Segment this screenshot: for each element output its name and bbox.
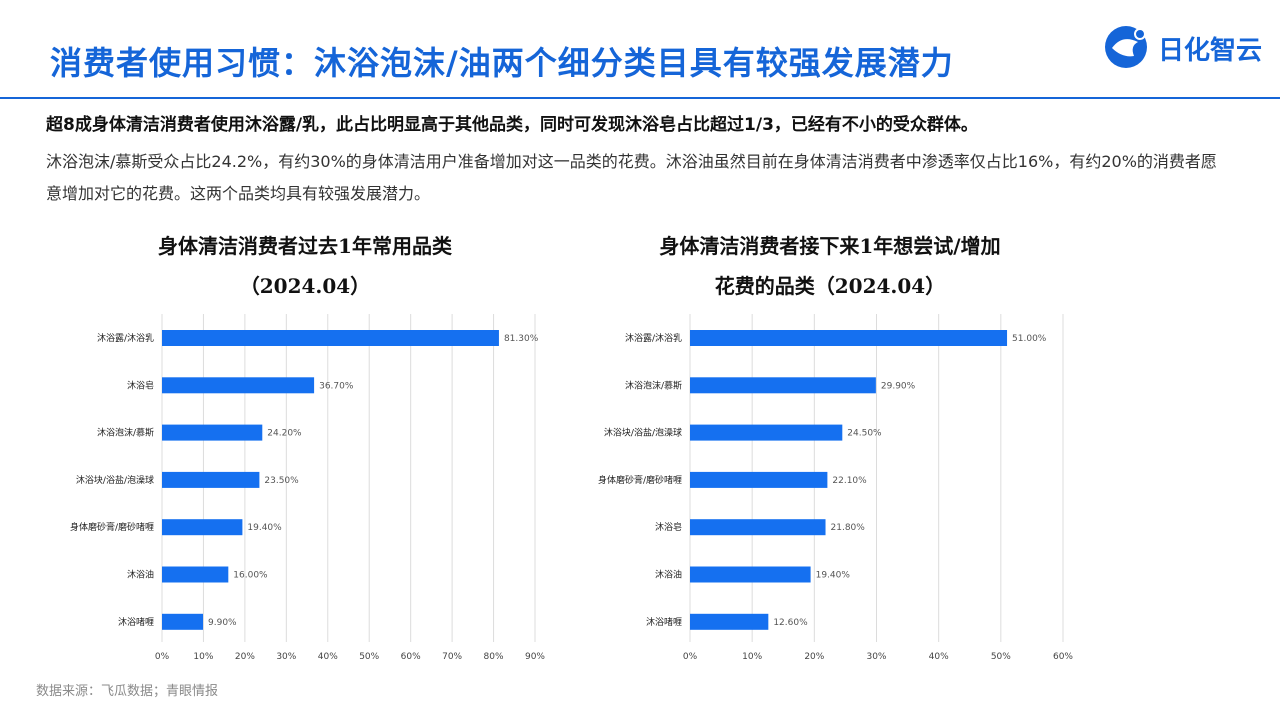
value-label: 23.50% bbox=[264, 476, 299, 486]
bar bbox=[690, 377, 876, 394]
category-label: 沐浴皂 bbox=[655, 521, 682, 533]
x-tick-label: 10% bbox=[742, 652, 762, 662]
bar bbox=[690, 566, 811, 583]
chart-1-title: 身体清洁消费者过去1年常用品类 （2024.04） bbox=[100, 226, 510, 306]
chart-2-title-line1: 身体清洁消费者接下来1年想尝试/增加 bbox=[659, 234, 1001, 258]
value-label: 21.80% bbox=[831, 523, 866, 533]
x-tick-label: 70% bbox=[442, 652, 462, 662]
category-label: 沐浴皂 bbox=[127, 379, 154, 391]
bar bbox=[690, 519, 826, 536]
bar bbox=[690, 424, 843, 441]
value-label: 51.00% bbox=[1012, 334, 1047, 344]
category-label: 身体磨砂膏/磨砂啫喱 bbox=[598, 474, 682, 486]
chart-1-title-line1: 身体清洁消费者过去1年常用品类 bbox=[158, 234, 452, 258]
category-label: 沐浴露/沐浴乳 bbox=[97, 332, 154, 344]
x-tick-label: 40% bbox=[318, 652, 338, 662]
category-label: 身体磨砂膏/磨砂啫喱 bbox=[70, 521, 154, 533]
x-tick-label: 60% bbox=[1053, 652, 1073, 662]
value-label: 36.70% bbox=[319, 381, 354, 391]
category-label: 沐浴啫喱 bbox=[118, 616, 154, 628]
category-label: 沐浴油 bbox=[655, 569, 682, 581]
bar bbox=[690, 330, 1008, 346]
brand-logo-icon bbox=[1105, 26, 1147, 68]
body-text: 沐浴泡沫/慕斯受众占比24.2%，有约30%的身体清洁用户准备增加对这一品类的花… bbox=[46, 152, 1217, 203]
value-label: 12.60% bbox=[773, 618, 808, 628]
bar bbox=[162, 613, 204, 630]
data-source: 数据来源：飞瓜数据；青眼情报 bbox=[36, 684, 219, 699]
chart-2-title: 身体清洁消费者接下来1年想尝试/增加 花费的品类（2024.04） bbox=[610, 226, 1050, 306]
page-title: 消费者使用习惯：沐浴泡沫/油两个细分类目具有较强发展潜力 bbox=[50, 44, 954, 82]
x-tick-label: 50% bbox=[991, 652, 1011, 662]
value-label: 16.00% bbox=[233, 571, 268, 581]
x-tick-label: 40% bbox=[929, 652, 949, 662]
x-tick-label: 20% bbox=[235, 652, 255, 662]
x-tick-label: 30% bbox=[276, 652, 296, 662]
x-tick-label: 10% bbox=[193, 652, 213, 662]
value-label: 81.30% bbox=[504, 334, 539, 344]
value-label: 24.20% bbox=[267, 429, 302, 439]
category-label: 沐浴块/浴盐/泡澡球 bbox=[76, 474, 154, 486]
x-tick-label: 60% bbox=[401, 652, 421, 662]
x-tick-label: 0% bbox=[683, 652, 698, 662]
x-tick-label: 20% bbox=[804, 652, 824, 662]
chart-1-usage: 0% 10% 20% 30% 40% 50% 60% 70% 80% 90% 沐浴露/沐浴乳 81.3… bbox=[70, 314, 545, 662]
x-tick-label: 90% bbox=[525, 652, 545, 662]
header-divider bbox=[0, 97, 1280, 99]
lead-text: 超8成身体清洁消费者使用沐浴露/乳，此占比明显高于其他品类，同时可发现沐浴皂占比… bbox=[46, 115, 978, 135]
value-label: 29.90% bbox=[881, 381, 916, 391]
bar bbox=[162, 471, 260, 488]
bar bbox=[162, 519, 243, 536]
bar bbox=[162, 330, 499, 346]
category-label: 沐浴露/沐浴乳 bbox=[625, 332, 682, 344]
x-tick-label: 30% bbox=[866, 652, 886, 662]
value-label: 19.40% bbox=[816, 571, 851, 581]
bar bbox=[690, 613, 769, 630]
bar bbox=[162, 424, 263, 441]
x-tick-label: 0% bbox=[155, 652, 170, 662]
category-label: 沐浴油 bbox=[127, 569, 154, 581]
x-tick-label: 80% bbox=[484, 652, 504, 662]
value-label: 19.40% bbox=[247, 523, 282, 533]
chart-1-title-line2: （2024.04） bbox=[239, 274, 371, 298]
bar bbox=[162, 566, 229, 583]
chart-2-title-line2: 花费的品类（2024.04） bbox=[714, 274, 946, 298]
brand-logo-text: 日化智云 bbox=[1158, 36, 1263, 66]
value-label: 22.10% bbox=[832, 476, 867, 486]
bar bbox=[690, 471, 828, 488]
category-label: 沐浴啫喱 bbox=[646, 616, 682, 628]
value-label: 9.90% bbox=[208, 618, 237, 628]
value-label: 24.50% bbox=[847, 429, 882, 439]
bar bbox=[162, 377, 315, 394]
category-label: 沐浴块/浴盐/泡澡球 bbox=[604, 427, 682, 439]
chart-2-intent: 0% 10% 20% 30% 40% 50% 60% 沐浴露/沐浴乳 51.00% 沐浴泡沫/慕斯… bbox=[598, 314, 1073, 662]
x-tick-label: 50% bbox=[359, 652, 379, 662]
brand-logo: 日化智云 bbox=[1100, 22, 1263, 78]
category-label: 沐浴泡沫/慕斯 bbox=[97, 427, 154, 439]
category-label: 沐浴泡沫/慕斯 bbox=[625, 379, 682, 391]
